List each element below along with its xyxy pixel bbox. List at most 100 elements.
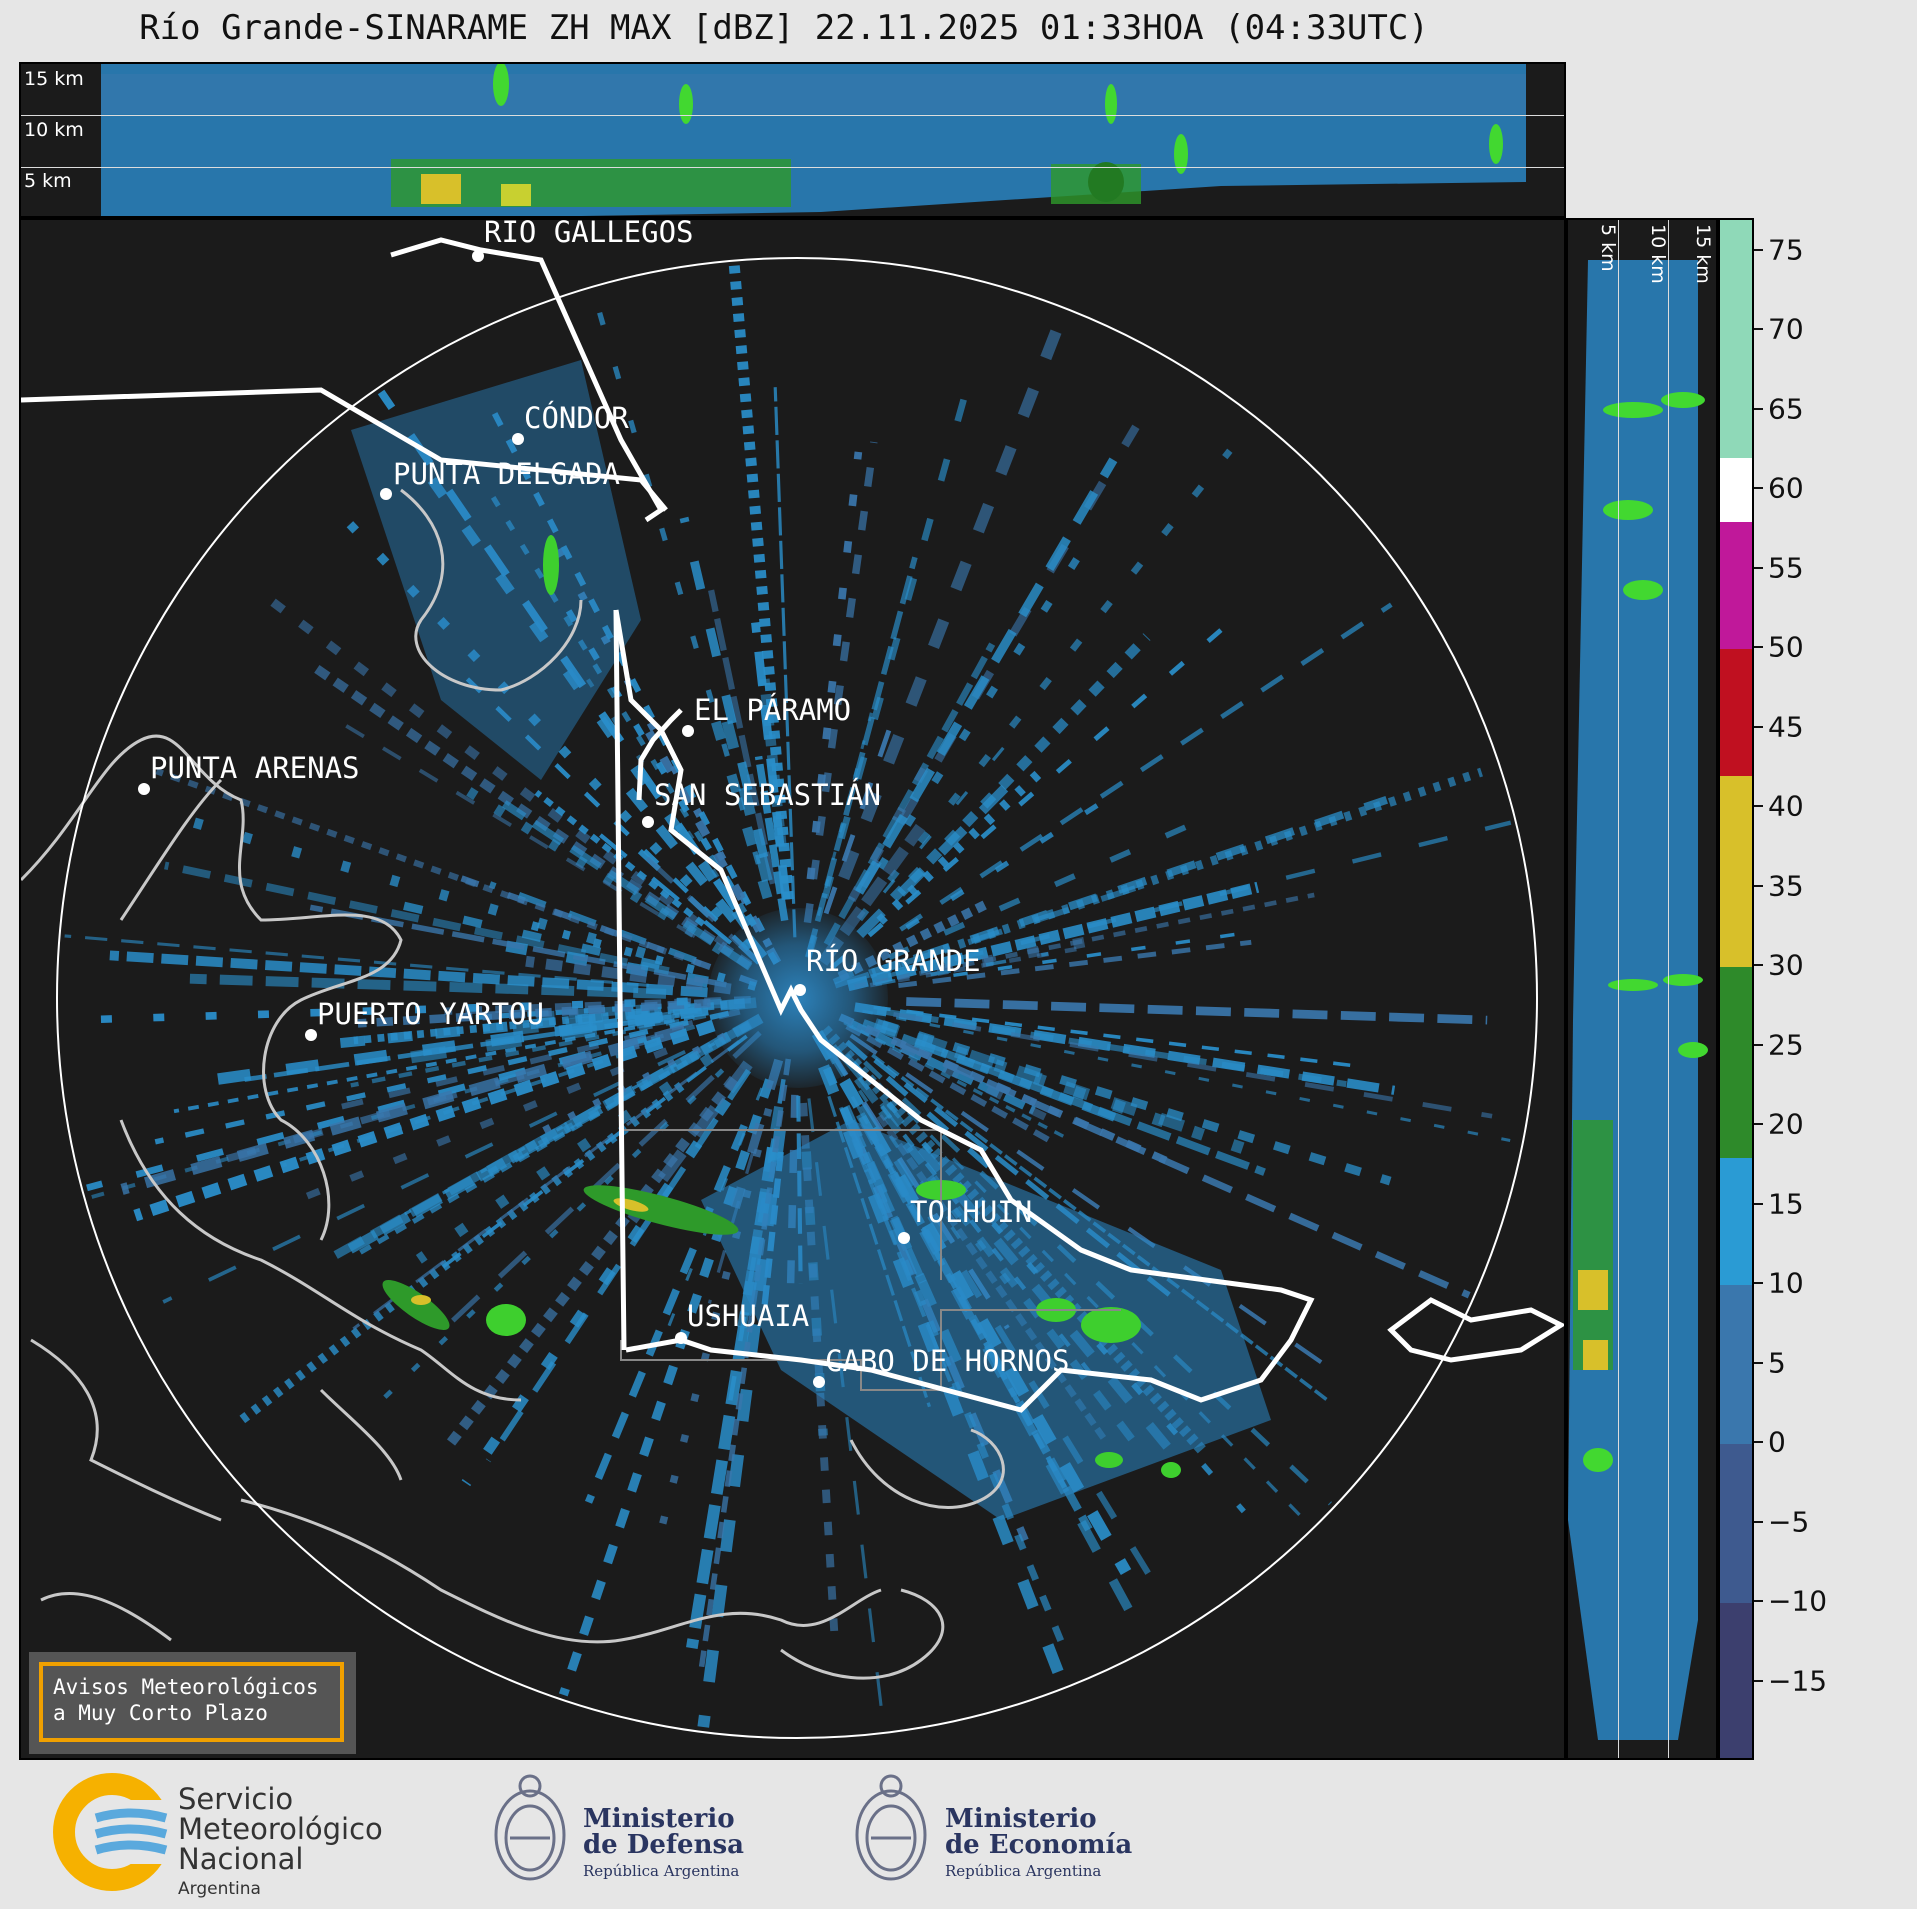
side-cross-section-echoes (1568, 260, 1708, 1740)
height-line-5km-vertical (1618, 220, 1619, 1758)
echo-ray (905, 801, 1102, 930)
colorbar-tick-mark (1754, 1441, 1763, 1444)
colorbar-tick-mark (1754, 1282, 1763, 1285)
side-height-label-15km: 15 km (1692, 224, 1714, 284)
echo-ray (730, 1058, 784, 1209)
echo-ray (837, 898, 991, 982)
echo-ray (488, 881, 697, 964)
colorbar-tick-mark (1754, 407, 1763, 410)
echo-ray (265, 594, 730, 949)
echo-ray (716, 701, 773, 883)
echo-ray (826, 1048, 1164, 1596)
echo-ray (899, 1040, 1471, 1299)
colorbar-tick-mark (1754, 566, 1763, 569)
height-label-10km: 10 km (24, 119, 84, 141)
smn-line-1: Servicio (178, 1782, 294, 1816)
side-cross-section-panel: 5 km 10 km 15 km (1566, 218, 1718, 1760)
echo-ray (829, 622, 1229, 970)
echo-ray (898, 939, 1252, 988)
province-boundary (620, 1309, 1121, 1391)
colorbar-tick-label: 50 (1768, 630, 1804, 664)
colorbar-segment (1720, 220, 1752, 459)
colorbar-tick-label: −10 (1768, 1584, 1828, 1618)
echo-ray (704, 699, 773, 900)
echo-ray (485, 1068, 752, 1463)
colorbar-segment (1720, 1285, 1752, 1445)
echo-ray (652, 1107, 773, 1551)
echo-ray (862, 1009, 1511, 1143)
echo-ray (189, 973, 667, 999)
echo-ray (899, 602, 1393, 932)
colorbar-tick-mark (1754, 964, 1763, 967)
colorbar-tick-label: 25 (1768, 1028, 1804, 1062)
echo-ray (350, 1013, 707, 1088)
echo-ray (823, 642, 996, 946)
colorbar-segment (1720, 1444, 1752, 1604)
echo-ray (372, 1068, 725, 1410)
city-label-punta-arenas: PUNTA ARENAS (150, 751, 360, 785)
echo-ray (584, 1124, 748, 1504)
city-label-el-paramo: EL PÁRAMO (694, 693, 851, 727)
side-height-label-5km: 5 km (1597, 224, 1619, 272)
alert-line-1: Avisos Meteorológicos (53, 1675, 319, 1699)
echo-ray (329, 714, 696, 938)
colorbar-tick-mark (1754, 248, 1763, 251)
echo-ray (352, 1040, 740, 1331)
coastlines (21, 488, 1005, 1680)
echo-ray (754, 755, 789, 922)
colorbar-tick-label: 40 (1768, 789, 1804, 823)
economia-line-2: de Economía (945, 1830, 1133, 1860)
echo-ray (848, 1019, 1036, 1115)
echo-ray (193, 1011, 661, 1089)
colorbar-segment (1720, 1157, 1752, 1286)
colorbar-tick-mark (1754, 805, 1763, 808)
defensa-emblem-icon (494, 1774, 566, 1881)
colorbar-segment (1720, 522, 1752, 650)
echo-ray (120, 1024, 687, 1195)
colorbar-tick-label: 35 (1768, 869, 1804, 903)
echo-ray (876, 762, 1051, 925)
echo-ray (876, 548, 1086, 870)
colorbar-tick-mark (1754, 1361, 1763, 1364)
echo-ray (619, 780, 768, 960)
echo-ray (914, 1038, 1120, 1123)
echo-ray (89, 1025, 696, 1200)
smn-logo-text: Servicio Meteorológico Nacional Argentin… (178, 1784, 383, 1904)
echo-ray (849, 1033, 1343, 1379)
echo-ray (442, 1034, 748, 1269)
echo-ray (806, 451, 863, 880)
colorbar-tick-label: 60 (1768, 471, 1804, 505)
height-line-10km-vertical (1668, 220, 1669, 1758)
city-label-condor: CÓNDOR (524, 401, 629, 435)
colorbar-tick-label: 75 (1768, 233, 1804, 267)
city-label-tolhuin: TOLHUIN (910, 1195, 1032, 1229)
echo-ray (443, 869, 758, 987)
echo-ray (856, 448, 1233, 922)
echo-ray (773, 387, 797, 938)
echo-ray (953, 930, 1249, 978)
echo-ray (457, 669, 748, 951)
city-label-puerto-yartou: PUERTO YARTOU (317, 997, 544, 1031)
colorbar-tick-mark (1754, 1600, 1763, 1603)
economia-line-1: Ministerio (945, 1804, 1097, 1834)
colorbar-tick-label: 0 (1768, 1425, 1786, 1459)
defensa-logo-text: Ministerio de Defensa República Argentin… (583, 1806, 744, 1884)
defensa-line-1: Ministerio (583, 1804, 735, 1834)
echo-ray (436, 1030, 762, 1337)
page-title: Río Grande-SINARAME ZH MAX [dBZ] 22.11.2… (139, 8, 1429, 48)
echo-ray (415, 1053, 714, 1264)
echo-patches (351, 360, 1271, 1520)
colorbar-tick-label: 10 (1768, 1266, 1804, 1300)
colorbar-tick-mark (1754, 884, 1763, 887)
echo-ray (576, 814, 733, 945)
colorbar-tick-label: 65 (1768, 392, 1804, 426)
smn-line-3: Nacional (178, 1842, 304, 1876)
echo-ray (164, 861, 670, 975)
echo-ray (855, 1023, 1072, 1133)
echo-ray (155, 768, 703, 967)
smn-line-2: Meteorológico (178, 1812, 383, 1846)
echo-ray (414, 457, 752, 930)
colorbar-tick-mark (1754, 1043, 1763, 1046)
economia-emblem-icon (855, 1774, 927, 1881)
echo-ray (558, 1078, 774, 1697)
